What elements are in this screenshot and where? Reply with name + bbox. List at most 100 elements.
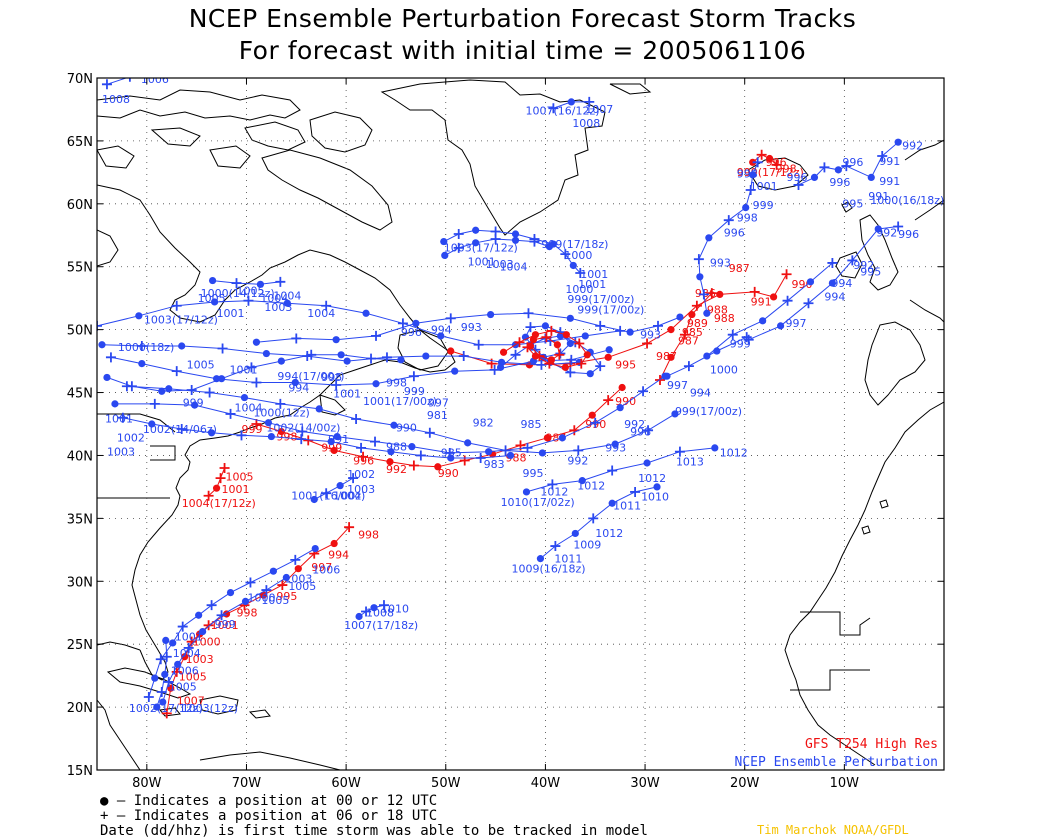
pressure-label: 996 bbox=[898, 228, 919, 241]
position-dot-00-12utc bbox=[561, 363, 569, 371]
position-dot-00-12utc bbox=[181, 653, 189, 661]
pressure-label: 999 bbox=[241, 423, 262, 436]
position-plus-06-18utc bbox=[397, 318, 408, 329]
pressure-label: 1001 bbox=[105, 413, 133, 426]
position-plus-06-18utc bbox=[424, 427, 435, 438]
position-dot-00-12utc bbox=[111, 400, 119, 408]
footer-plus-note: + – Indicates a position at 06 or 18 UTC bbox=[100, 808, 438, 824]
pressure-label: 999(17/00z) bbox=[567, 293, 634, 306]
pressure-label: 986 bbox=[695, 287, 716, 300]
pressure-label: 998 bbox=[237, 607, 258, 620]
position-dot-00-12utc bbox=[536, 555, 545, 563]
pressure-label: 1000(12z) bbox=[253, 406, 309, 419]
pressure-label: 996 bbox=[766, 156, 787, 169]
position-plus-06-18utc bbox=[781, 269, 792, 280]
position-dot-00-12utc bbox=[705, 234, 713, 242]
position-dot-00-12utc bbox=[543, 434, 552, 442]
lon-tick-label: 50W bbox=[431, 776, 461, 791]
position-plus-06-18utc bbox=[584, 96, 595, 107]
pressure-label: 1000 bbox=[710, 364, 738, 377]
position-plus-06-18utc bbox=[331, 379, 342, 390]
pressure-label: 995 bbox=[522, 467, 543, 480]
position-plus-06-18utc bbox=[370, 436, 381, 447]
position-plus-06-18utc bbox=[290, 554, 301, 565]
position-dot-00-12utc bbox=[397, 356, 405, 364]
position-dot-00-12utc bbox=[581, 332, 589, 340]
position-dot-00-12utc bbox=[153, 703, 161, 711]
position-dot-00-12utc bbox=[327, 438, 335, 446]
pressure-label: 1006 bbox=[312, 564, 340, 577]
position-dot-00-12utc bbox=[267, 432, 275, 441]
pressure-label: 983 bbox=[484, 458, 505, 471]
position-dot-00-12utc bbox=[496, 363, 505, 371]
position-dot-00-12utc bbox=[485, 448, 493, 456]
position-plus-06-18utc bbox=[643, 425, 654, 436]
position-dot-00-12utc bbox=[472, 239, 480, 247]
position-plus-06-18utc bbox=[251, 377, 262, 388]
position-dot-00-12utc bbox=[148, 420, 156, 428]
position-dot-00-12utc bbox=[372, 380, 380, 388]
pressure-label: 991 bbox=[868, 190, 889, 203]
pressure-label: 991 bbox=[751, 296, 772, 309]
track-line bbox=[698, 162, 759, 314]
position-dot-00-12utc bbox=[626, 328, 634, 336]
position-plus-06-18utc bbox=[522, 442, 533, 453]
pressure-label: 1012 bbox=[540, 486, 568, 499]
pressure-label: 994 bbox=[831, 277, 852, 290]
position-plus-06-18utc bbox=[136, 340, 147, 351]
position-plus-06-18utc bbox=[126, 381, 137, 392]
track-line bbox=[126, 385, 676, 454]
pressure-label: 1005 bbox=[179, 671, 207, 684]
lat-lon-grid bbox=[97, 78, 944, 770]
ensemble-track: 999(17/18z)100010011001999(17/00z)999(17… bbox=[440, 226, 644, 316]
position-plus-06-18utc bbox=[371, 330, 382, 341]
pressure-label: 1001 bbox=[217, 307, 245, 320]
lon-tick-label: 30W bbox=[630, 776, 660, 791]
position-plus-06-18utc bbox=[679, 329, 690, 340]
pressure-label: 1001(17/00z) bbox=[363, 395, 437, 408]
pressure-label: 999 bbox=[183, 396, 204, 409]
position-plus-06-18utc bbox=[155, 654, 166, 665]
pressure-label: 994 bbox=[690, 386, 711, 399]
position-dot-00-12utc bbox=[256, 280, 265, 288]
position-dot-00-12utc bbox=[667, 353, 675, 361]
lat-tick-label: 70N bbox=[67, 72, 93, 87]
pressure-label: 1000 bbox=[247, 591, 275, 604]
pressure-label: 997 bbox=[311, 561, 332, 574]
position-plus-06-18utc bbox=[841, 161, 852, 172]
position-plus-06-18utc bbox=[475, 452, 486, 463]
position-plus-06-18utc bbox=[793, 179, 804, 190]
track-line bbox=[313, 477, 354, 500]
pressure-label: 993 bbox=[640, 328, 661, 341]
lat-tick-label: 35N bbox=[67, 512, 93, 527]
lon-tick-label: 80W bbox=[132, 776, 162, 791]
pressure-label: 1001 bbox=[468, 255, 496, 268]
position-dot-00-12utc bbox=[770, 293, 778, 301]
pressure-label: 1011 bbox=[613, 500, 641, 513]
position-plus-06-18utc bbox=[642, 338, 653, 349]
position-dot-00-12utc bbox=[464, 439, 472, 447]
pressure-label: 1008 bbox=[102, 93, 130, 106]
pressure-label: 1004 bbox=[260, 292, 288, 305]
position-dot-00-12utc bbox=[447, 347, 455, 355]
pressure-label: 992 bbox=[902, 140, 923, 153]
lat-tick-label: 15N bbox=[67, 764, 93, 779]
position-dot-00-12utc bbox=[315, 405, 323, 413]
position-dot-00-12utc bbox=[241, 597, 250, 606]
position-dot-00-12utc bbox=[212, 375, 221, 383]
pressure-label: 996 bbox=[842, 156, 863, 169]
position-plus-06-18utc bbox=[615, 325, 626, 336]
position-plus-06-18utc bbox=[756, 149, 767, 160]
position-plus-06-18utc bbox=[630, 486, 641, 497]
position-plus-06-18utc bbox=[246, 362, 257, 373]
position-dot-00-12utc bbox=[511, 236, 520, 244]
pressure-label: 1000 bbox=[565, 283, 593, 296]
position-dot-00-12utc bbox=[583, 351, 591, 359]
track-line bbox=[706, 262, 833, 357]
position-dot-00-12utc bbox=[103, 373, 111, 382]
position-plus-06-18utc bbox=[306, 349, 317, 360]
position-plus-06-18utc bbox=[186, 385, 197, 396]
position-dot-00-12utc bbox=[159, 698, 167, 706]
